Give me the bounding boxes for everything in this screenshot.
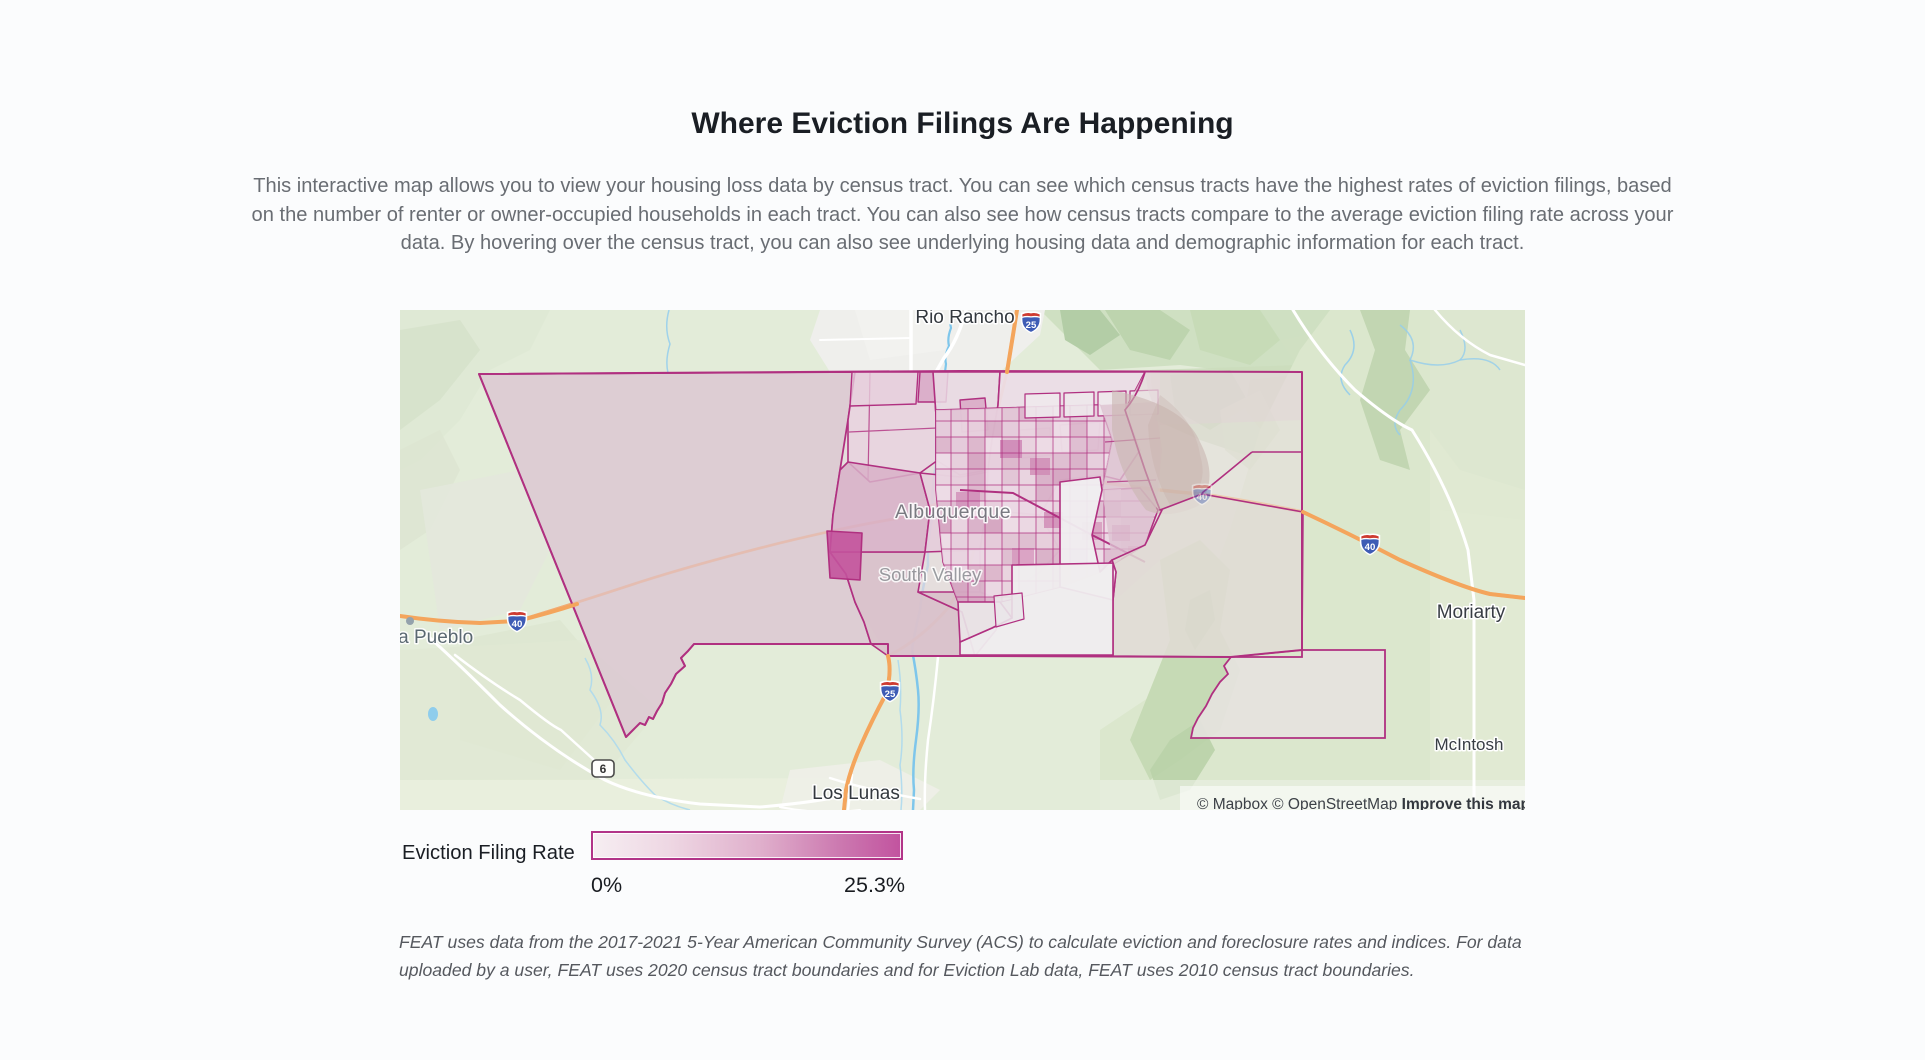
svg-text:© Mapbox © OpenStreetMap Impro: © Mapbox © OpenStreetMap Improve this ma… — [1197, 796, 1525, 810]
svg-text:Rio Rancho: Rio Rancho — [915, 310, 1014, 328]
svg-text:Los Lunas: Los Lunas — [812, 783, 900, 804]
svg-text:Moriarty: Moriarty — [1437, 602, 1506, 623]
svg-text:McIntosh: McIntosh — [1435, 735, 1504, 754]
svg-text:40: 40 — [1365, 542, 1376, 553]
svg-text:Albuquerque: Albuquerque — [895, 501, 1011, 523]
svg-text:40: 40 — [512, 619, 523, 630]
svg-text:6: 6 — [600, 762, 607, 776]
svg-text:40: 40 — [1197, 492, 1208, 503]
svg-text:South Valley: South Valley — [879, 564, 982, 585]
svg-text:25: 25 — [1026, 320, 1037, 331]
svg-text:una Pueblo: una Pueblo — [400, 627, 473, 648]
svg-text:25: 25 — [885, 689, 896, 700]
